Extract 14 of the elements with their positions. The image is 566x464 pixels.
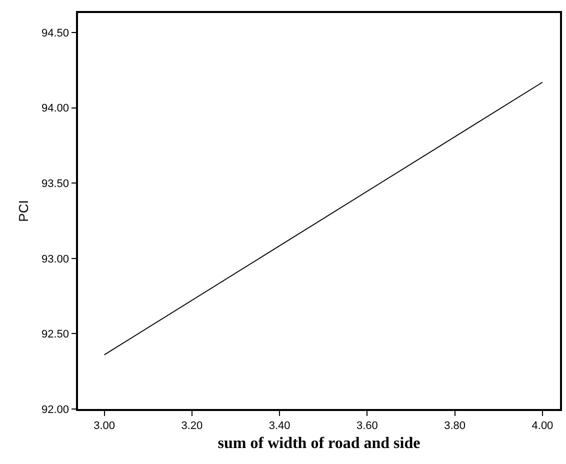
x-tick-label: 3.20	[181, 420, 203, 432]
x-tick-label: 3.80	[444, 420, 466, 432]
x-tick-label: 3.00	[94, 420, 115, 432]
y-axis-title: PCI	[16, 200, 31, 222]
x-tick-label: 4.00	[532, 420, 554, 432]
x-axis-title: sum of width of road and side	[218, 435, 420, 452]
x-tick-label: 3.60	[356, 420, 378, 432]
x-tick-label: 3.40	[268, 420, 290, 432]
y-tick-label: 94.00	[42, 102, 70, 115]
y-tick-label: 93.50	[42, 178, 70, 190]
y-tick-label: 94.50	[42, 27, 70, 40]
y-tick-label: 92.50	[42, 328, 70, 341]
y-tick-label: 92.00	[42, 404, 70, 416]
y-tick-label: 93.00	[42, 253, 70, 266]
